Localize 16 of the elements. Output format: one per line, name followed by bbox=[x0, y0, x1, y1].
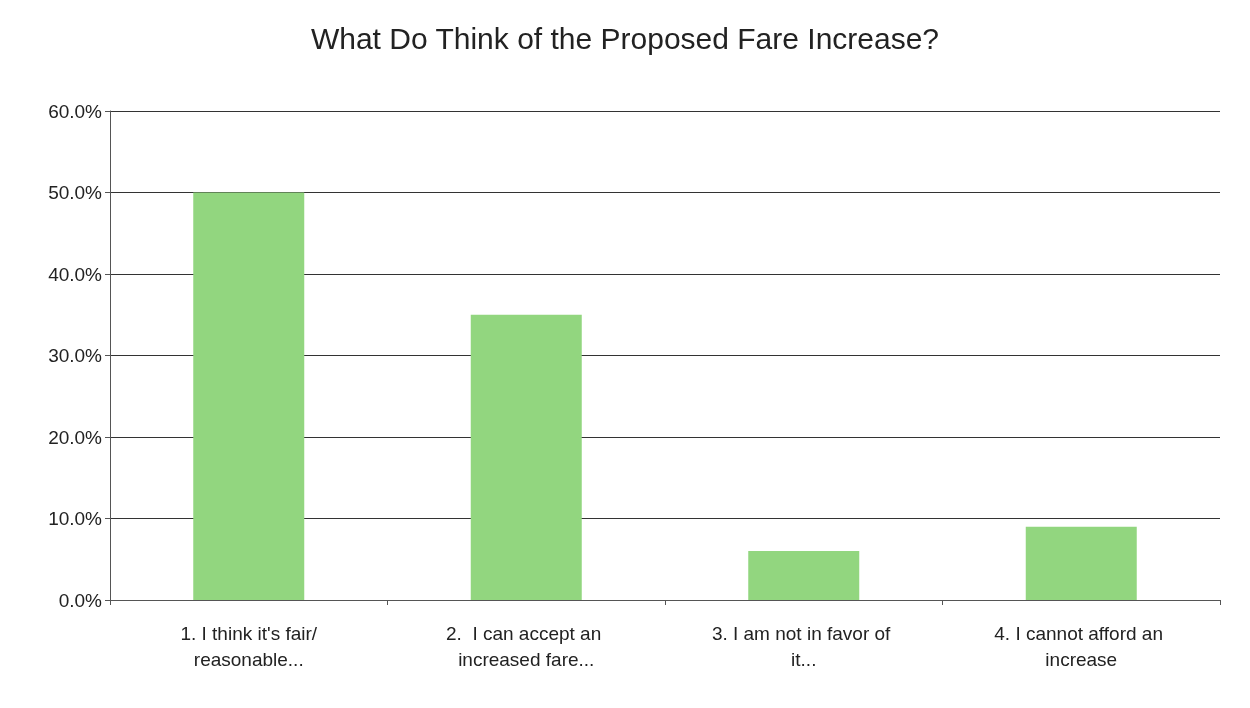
x-tick-label: 4. I cannot afford an increase bbox=[994, 622, 1169, 670]
x-tick-label: 2. I can accept an increased fare... bbox=[445, 622, 607, 670]
bar bbox=[470, 314, 582, 600]
bar bbox=[748, 551, 860, 600]
y-tick-label: 40.0% bbox=[48, 263, 103, 285]
x-tick-label: 1. I think it's fair/reasonable... bbox=[180, 622, 318, 670]
y-tick-label: 0.0% bbox=[58, 589, 103, 611]
y-tick-label: 10.0% bbox=[48, 508, 103, 529]
y-tick-label: 30.0% bbox=[48, 345, 103, 366]
y-tick-label: 50.0% bbox=[48, 182, 103, 203]
bar bbox=[1025, 526, 1137, 600]
x-tick-label: 3. I am not in favor of it... bbox=[711, 622, 896, 670]
y-tick-label: 20.0% bbox=[48, 426, 103, 448]
chart-title: What Do Think of the Proposed Fare Increase? bbox=[310, 21, 940, 55]
y-tick-label: 60.0% bbox=[48, 100, 103, 122]
bar bbox=[193, 192, 305, 600]
